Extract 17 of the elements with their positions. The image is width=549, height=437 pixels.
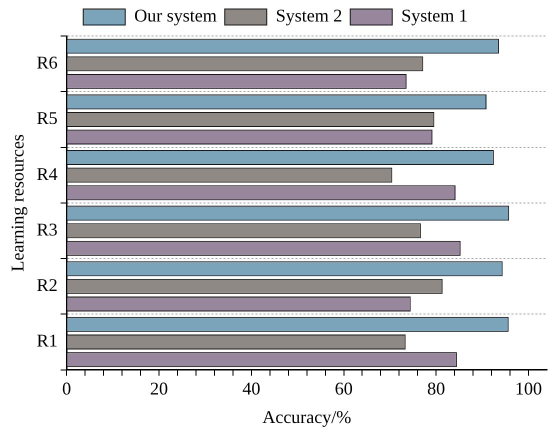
y-tick-label: R6 [36,52,58,73]
x-tick-label: 100 [515,378,542,398]
x-tick-label: 20 [150,378,168,398]
x-tick-label: 60 [334,378,353,398]
x-axis-title: Accuracy/% [262,406,352,427]
x-tick-label: 40 [242,378,260,398]
y-tick-label: R5 [36,108,58,128]
y-tick-label: R4 [36,164,58,184]
y-tick-label: R3 [36,219,58,240]
y-tick-label: R2 [36,275,58,296]
legend-label: Our system [134,6,217,26]
x-tick-label: 80 [427,378,446,398]
x-tick-label: 0 [62,378,72,398]
y-tick-label: R1 [36,330,58,351]
legend-label: System 1 [401,6,468,26]
y-axis-title: Learning resources [8,134,28,272]
legend-label: System 2 [276,6,342,26]
